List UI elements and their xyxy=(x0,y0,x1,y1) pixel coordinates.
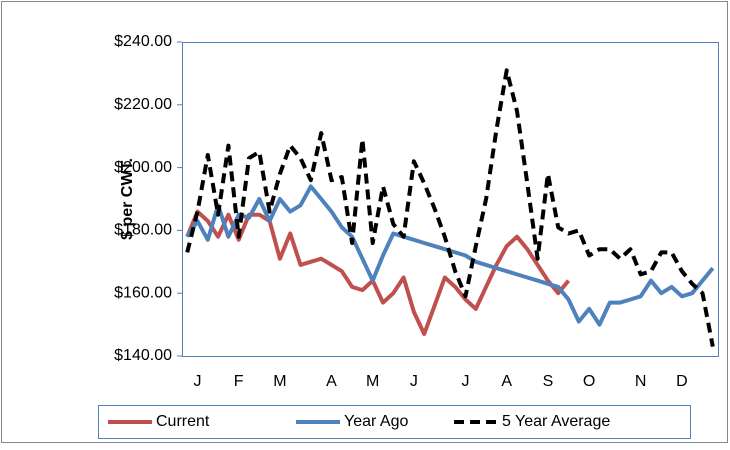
legend-label: 5 Year Average xyxy=(502,413,610,430)
x-tick-label: O xyxy=(583,373,595,390)
x-tick-label: S xyxy=(543,373,554,390)
x-tick-label: J xyxy=(410,373,418,390)
x-tick-label: J xyxy=(461,373,469,390)
y-tick-label: $220.00 xyxy=(114,96,172,113)
series-line xyxy=(185,68,715,347)
legend-label: Current xyxy=(156,413,210,430)
x-tick-label: M xyxy=(366,373,379,390)
legend-box xyxy=(98,405,691,439)
y-tick-label: $140.00 xyxy=(114,347,172,364)
x-tick-label: N xyxy=(635,373,647,390)
y-tick-label: $160.00 xyxy=(114,284,172,301)
x-tick-label: A xyxy=(501,373,512,390)
y-tick-label: $180.00 xyxy=(114,222,172,239)
y-tick-label: $240.00 xyxy=(114,33,172,50)
y-axis-label: $ per CWT. xyxy=(119,158,136,240)
x-tick-label: F xyxy=(234,373,244,390)
x-tick-label: D xyxy=(676,373,688,390)
y-tick-label: $200.00 xyxy=(114,159,172,176)
x-tick-label: J xyxy=(193,373,201,390)
plot-border xyxy=(182,42,719,357)
chart-border xyxy=(1,1,728,443)
legend-label: Year Ago xyxy=(344,413,408,430)
x-tick-label: A xyxy=(326,373,337,390)
x-tick-label: M xyxy=(273,373,286,390)
